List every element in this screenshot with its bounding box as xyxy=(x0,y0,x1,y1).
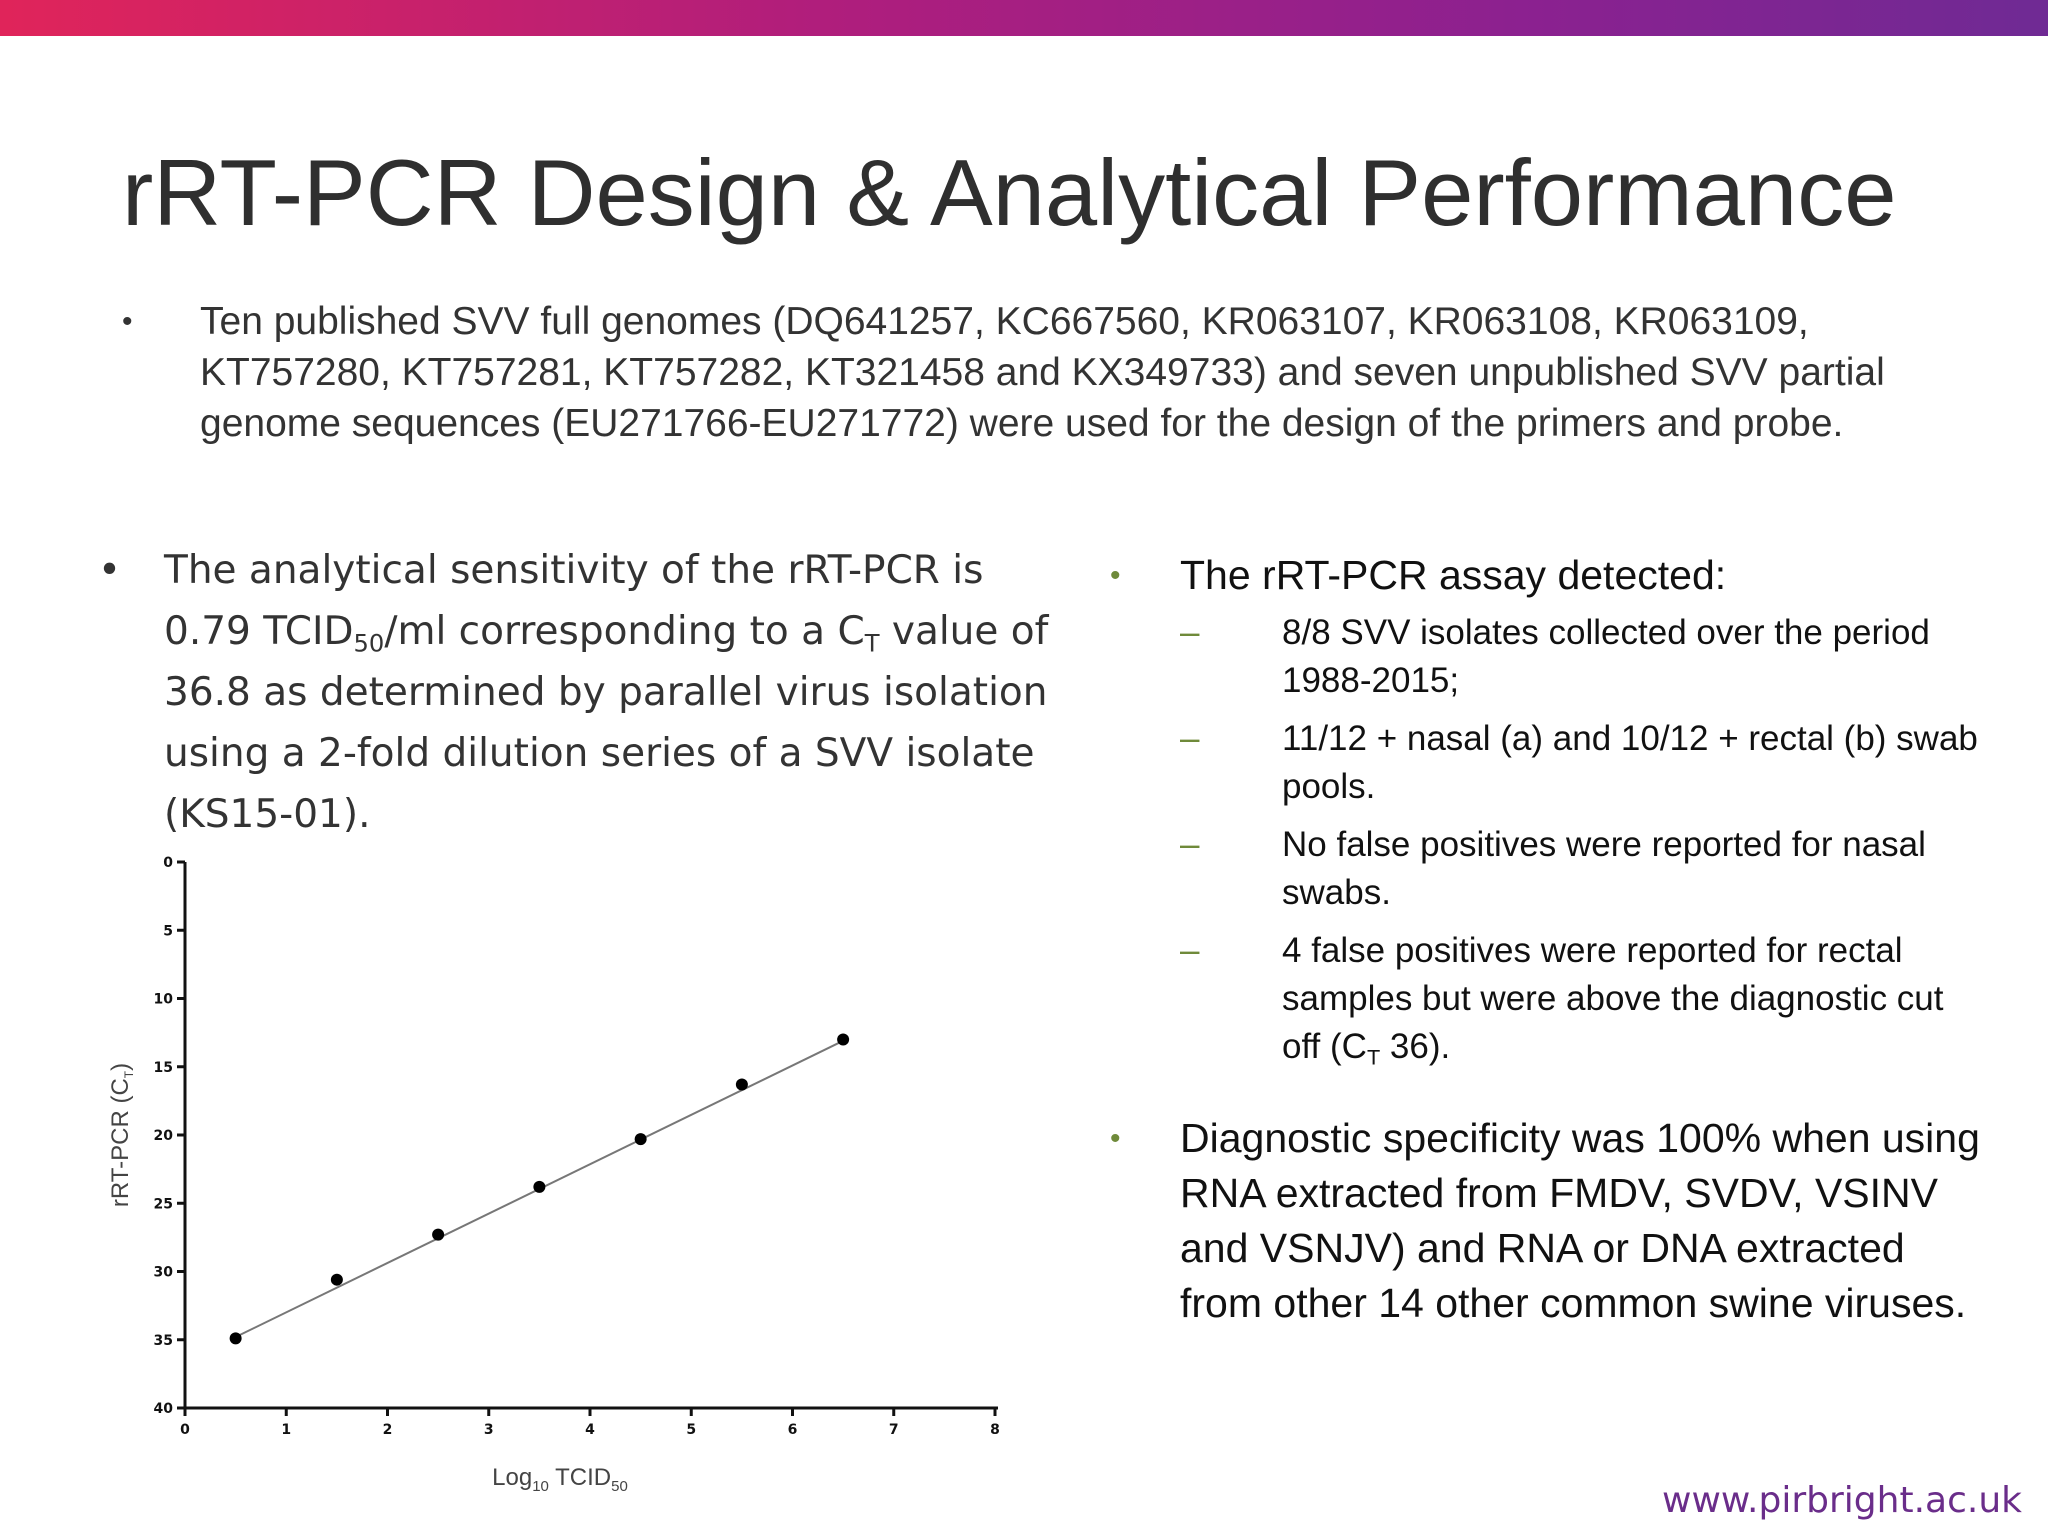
subitem: – No false positives were reported for n… xyxy=(1180,821,1990,917)
y-tick-label: 20 xyxy=(154,1128,174,1144)
sensitivity-text-part3: value of 36.8 as determined by parallel … xyxy=(164,609,1049,837)
x-tick-label: 4 xyxy=(585,1422,595,1438)
data-point xyxy=(330,1273,343,1286)
bullet-icon: • xyxy=(1110,1122,1121,1155)
y-tick-label: 0 xyxy=(163,855,173,871)
data-point xyxy=(229,1332,242,1345)
y-tick-label: 25 xyxy=(154,1196,173,1212)
dash-icon: – xyxy=(1180,825,1200,864)
bullet-icon: • xyxy=(1110,559,1121,592)
x-tick-label: 2 xyxy=(383,1422,393,1438)
dash-icon: – xyxy=(1180,719,1200,758)
y-axis-title-end: ) xyxy=(107,1063,134,1071)
sensitivity-text: The analytical sensitivity of the rRT-PC… xyxy=(164,540,1064,845)
y-axis-title-main: rRT-PCR (C xyxy=(107,1078,134,1207)
subitem-text: 11/12 + nasal (a) and 10/12 + rectal (b)… xyxy=(1282,719,1978,806)
sensitivity-sub-50: 50 xyxy=(353,629,385,658)
specificity-bullet: • Diagnostic specificity was 100% when u… xyxy=(1110,1111,1990,1331)
footer-url[interactable]: www.pirbright.ac.uk xyxy=(1662,1480,2022,1521)
sensitivity-sub-t: T xyxy=(864,629,880,658)
subitem-text-part1: 4 false positives were reported for rect… xyxy=(1282,931,1944,1066)
data-point xyxy=(735,1078,748,1091)
x-ticks: 0 1 2 3 4 5 6 7 8 xyxy=(180,1408,1000,1438)
subitem-text-part2: 36). xyxy=(1380,1027,1451,1066)
x-axis-title-sub2: 50 xyxy=(611,1478,628,1495)
x-tick-label: 6 xyxy=(788,1422,798,1438)
data-point xyxy=(837,1033,850,1046)
x-axis-title-sub1: 10 xyxy=(532,1478,549,1495)
x-tick-label: 1 xyxy=(281,1422,291,1438)
subitem: – 4 false positives were reported for re… xyxy=(1180,927,1990,1071)
x-axis-title: Log10 TCID50 xyxy=(492,1464,628,1495)
x-tick-label: 0 xyxy=(180,1422,190,1438)
subitem: – 11/12 + nasal (a) and 10/12 + rectal (… xyxy=(1180,715,1990,811)
slide-title: rRT-PCR Design & Analytical Performance xyxy=(122,140,1897,245)
dash-icon: – xyxy=(1180,613,1200,652)
subitem-text: 8/8 SVV isolates collected over the peri… xyxy=(1282,613,1930,700)
y-tick-label: 40 xyxy=(154,1401,174,1417)
subitem: – 8/8 SVV isolates collected over the pe… xyxy=(1180,609,1990,705)
data-point xyxy=(432,1228,445,1241)
bullet-icon: • xyxy=(98,548,122,593)
assay-detected-text: The rRT-PCR assay detected: xyxy=(1180,552,1727,598)
subitem-sub-t: T xyxy=(1366,1044,1381,1070)
data-points xyxy=(229,1033,850,1345)
intro-bullet: • Ten published SVV full genomes (DQ6412… xyxy=(122,296,1942,449)
right-column: • The rRT-PCR assay detected: – 8/8 SVV … xyxy=(1110,548,1990,1331)
x-axis-title-mid: TCID xyxy=(549,1464,611,1491)
subitem-text: No false positives were reported for nas… xyxy=(1282,825,1926,912)
y-tick-label: 10 xyxy=(154,992,174,1008)
top-gradient-bar xyxy=(0,0,2048,36)
detected-subitems: – 8/8 SVV isolates collected over the pe… xyxy=(1180,609,1990,1071)
y-axis-title: rRT-PCR (CT) xyxy=(107,1063,136,1207)
subitem-text: 4 false positives were reported for rect… xyxy=(1282,927,1982,1071)
intro-text: Ten published SVV full genomes (DQ641257… xyxy=(200,300,1885,445)
assay-detected-bullet: • The rRT-PCR assay detected: xyxy=(1110,548,1990,603)
bullet-icon: • xyxy=(122,305,133,338)
y-tick-label: 5 xyxy=(163,923,173,939)
y-tick-label: 35 xyxy=(154,1333,173,1349)
y-tick-label: 15 xyxy=(154,1060,173,1076)
x-tick-label: 8 xyxy=(990,1422,1000,1438)
y-tick-label: 30 xyxy=(154,1265,174,1281)
dash-icon: – xyxy=(1180,931,1200,970)
x-tick-label: 3 xyxy=(484,1422,494,1438)
sensitivity-text-part1: The analytical sensitivity of the rRT-PC… xyxy=(164,548,984,654)
sensitivity-bullet: • The analytical sensitivity of the rRT-… xyxy=(98,540,1078,845)
data-point xyxy=(533,1180,546,1193)
x-tick-label: 5 xyxy=(686,1422,696,1438)
x-axis-title-main: Log xyxy=(492,1464,532,1491)
sensitivity-text-part2: /ml corresponding to a C xyxy=(384,609,865,654)
y-ticks: 0 5 10 15 20 25 30 35 40 xyxy=(154,855,185,1417)
y-axis-title-sub: T xyxy=(122,1070,136,1078)
specificity-text: Diagnostic specificity was 100% when usi… xyxy=(1180,1115,1980,1326)
data-point xyxy=(634,1133,647,1146)
x-tick-label: 7 xyxy=(889,1422,899,1438)
